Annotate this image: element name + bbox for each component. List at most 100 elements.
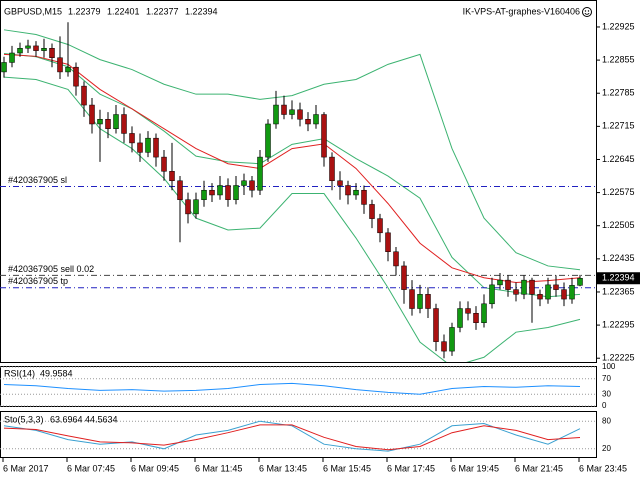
candle-body (57, 57, 63, 73)
order-label: #420367905 tp (8, 276, 68, 286)
current-price: 1.22394 (602, 273, 635, 283)
candle-body (73, 66, 79, 87)
candle-body (577, 277, 583, 286)
candle-body (281, 104, 287, 115)
smiley-icon (582, 7, 592, 17)
candle-body (425, 294, 431, 309)
x-tick-label: 6 Mar 13:45 (259, 463, 307, 473)
candle-body (529, 279, 535, 295)
candle-body (89, 104, 95, 125)
rsi-tick-label: 0 (602, 401, 607, 410)
last-close: 1.22394 (185, 6, 218, 16)
candle-body (521, 279, 527, 295)
candle-body (489, 284, 495, 305)
x-tick-label: 6 Mar 23:45 (579, 463, 627, 473)
rsi-title: RSI(14) (4, 368, 35, 378)
stoch-title: Sto(5,3,3) (4, 414, 44, 424)
candle-body (41, 48, 47, 51)
last-open: 1.22379 (68, 6, 101, 16)
stoch-tick-label: 80 (602, 416, 611, 425)
candle-body (33, 45, 39, 51)
rsi-panel (0, 366, 597, 407)
symbol: GBPUSD,M15 (4, 6, 62, 16)
candle-body (393, 251, 399, 267)
y-tick-label: 1.22925 (602, 21, 635, 31)
candle-body (185, 199, 191, 215)
candle-body (457, 308, 463, 328)
x-tick-label: 6 Mar 19:45 (451, 463, 499, 473)
candle-body (313, 114, 319, 125)
candle-body (569, 285, 575, 300)
x-tick-label: 6 Mar 09:45 (131, 463, 179, 473)
candle-body (97, 118, 103, 125)
y-tick-label: 1.22785 (602, 88, 635, 98)
rsi-tick-label: 100 (602, 362, 616, 371)
candle-body (321, 114, 327, 158)
candle-body (289, 109, 295, 115)
x-tick-label: 6 Mar 21:45 (515, 463, 563, 473)
candle-body (361, 189, 367, 205)
candle-body (401, 265, 407, 290)
order-label: #420367905 sell 0.02 (8, 264, 94, 274)
candle-body (481, 303, 487, 323)
candle-body (249, 180, 255, 191)
stoch-signal-value: 44.5634 (85, 414, 118, 424)
candle-body (209, 189, 215, 196)
rsi-tick-label: 70 (602, 374, 611, 383)
x-tick-label: 6 Mar 11:45 (195, 463, 242, 473)
y-tick-label: 1.22715 (602, 121, 635, 131)
indicator-plot (0, 366, 597, 452)
candle-body (9, 52, 15, 63)
candle-body (409, 289, 415, 309)
candle-body (65, 66, 71, 73)
price-box (597, 272, 640, 285)
candle-body (545, 284, 551, 300)
candle-body (537, 294, 543, 300)
order-label: #420367905 sl (8, 175, 67, 185)
candle-body (241, 180, 247, 186)
expert-name: IK-VPS-AT-graphes-V160406 (463, 6, 580, 16)
x-tick-label: 6 Mar 15:45 (323, 463, 371, 473)
y-tick-label: 1.22295 (602, 319, 635, 329)
indicator-line (3, 29, 581, 271)
candle-body (193, 199, 199, 215)
candle-body (553, 284, 559, 290)
candle-body (257, 156, 263, 191)
candle-body (369, 204, 375, 219)
candle-body (17, 48, 23, 54)
candle-body (505, 279, 511, 290)
candle-body (177, 180, 183, 200)
rsi-line (3, 382, 581, 395)
candle-body (153, 137, 159, 158)
candle-body (145, 137, 151, 153)
rsi-value: 49.9584 (40, 368, 73, 378)
candle-body (297, 109, 303, 120)
candle-body (273, 104, 279, 125)
candle-body (201, 189, 207, 200)
candle-body (113, 114, 119, 129)
candle-body (121, 114, 127, 134)
rsi-tick-label: 30 (602, 389, 611, 398)
last-low: 1.22377 (146, 6, 179, 16)
y-tick-label: 1.22855 (602, 54, 635, 64)
y-tick-label: 1.22575 (602, 187, 635, 197)
x-tick-label: 6 Mar 17:45 (387, 463, 435, 473)
candle-body (473, 313, 479, 323)
candle-body (129, 133, 135, 144)
candle-body (337, 180, 343, 186)
candle-body (345, 185, 351, 196)
candle-body (497, 279, 503, 286)
candle-body (385, 232, 391, 252)
candle-body (161, 156, 167, 172)
stoch-main-value: 63.6964 (50, 414, 83, 424)
x-tick-label: 6 Mar 2017 (3, 463, 49, 473)
indicator-line (3, 53, 581, 284)
stoch-tick-label: 20 (602, 444, 611, 453)
y-tick-label: 1.22365 (602, 286, 635, 296)
stoch-panel (0, 411, 597, 458)
candle-body (49, 48, 55, 58)
candle-body (81, 85, 87, 106)
candle-body (1, 62, 7, 73)
candle-body (465, 308, 471, 314)
